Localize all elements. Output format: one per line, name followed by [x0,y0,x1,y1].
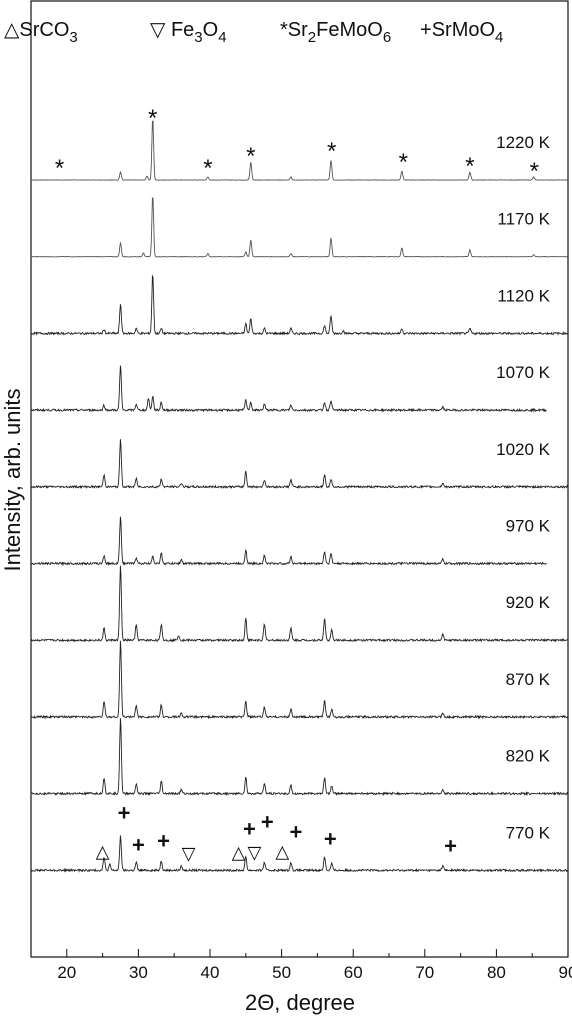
legend-entry: +SrMoO4 [420,19,503,46]
x-tick-label: 70 [415,963,434,982]
series-label: 970 K [506,517,551,536]
sr2femoo6-peak-marker: * [148,105,157,132]
sr2femoo6-peak-marker: * [465,153,474,180]
x-axis-title: 2Θ, degree [245,990,355,1015]
series-trace-1020k [30,439,569,490]
series-trace-870k [30,640,569,720]
srco3-peak-marker: △ [275,841,289,861]
srmoo4-peak-marker: + [289,819,302,844]
x-tick-label: 90 [559,963,572,982]
series-trace-970k [30,516,547,567]
phase-markers: *** * * * * *++ + + + + + +△ ▽ △ ▽ △ [55,105,539,863]
sr2femoo6-peak-marker: * [327,138,336,165]
legend-entry: △SrCO3 [4,19,78,46]
series-trace-1120k [30,274,568,336]
fe3o4-peak-marker: ▽ [182,843,196,863]
srmoo4-peak-marker: + [444,833,457,858]
series-labels: 1220 K 1170 K 1120 K 1070 K 1020 K 970 K 920 K… [496,133,551,842]
series-trace-1070k [30,365,547,413]
sr2femoo6-peak-marker: * [55,155,64,182]
series-label: 870 K [506,670,551,689]
srmoo4-peak-marker: + [132,832,145,857]
series-trace-920k [30,565,568,643]
legend-entry: *Sr2FeMoO6 [280,19,391,46]
srmoo4-peak-marker: + [324,826,337,851]
series-label: 1120 K [497,286,550,305]
fe3o4-peak-marker: ▽ [247,842,261,862]
srmoo4-peak-marker: + [118,800,131,825]
series-trace-820k [30,718,569,797]
x-tick-label: 60 [344,963,363,982]
series-label: 1070 K [496,363,551,382]
series-label: 1020 K [496,440,551,459]
sr2femoo6-peak-marker: * [530,158,539,185]
plot-frame [30,0,569,958]
series-trace-770k [30,835,568,873]
srmoo4-peak-marker: + [261,809,274,834]
series-trace-1170k [31,197,568,258]
sr2femoo6-peak-marker: * [399,149,408,176]
srco3-peak-marker: △ [96,841,110,861]
sr2femoo6-peak-marker: * [246,143,255,170]
series-label: 920 K [506,593,551,612]
x-tick-label: 40 [201,963,220,982]
sr2femoo6-peak-marker: * [203,155,212,182]
srco3-peak-marker: △ [232,842,246,862]
legend-entry: ▽ Fe3O4 [150,19,227,46]
series-label: 1170 K [497,210,550,229]
y-axis-title: Intensity, arb. units [0,388,25,571]
x-tick-label: 80 [487,963,506,982]
x-tick-label: 50 [272,963,291,982]
traces [30,120,569,873]
x-tick-label: 30 [129,963,148,982]
legend: △SrCO3 ▽ Fe3O4 *Sr2FeMoO6 +SrMoO4 [4,19,503,46]
series-trace-1220k [31,120,568,181]
srmoo4-peak-marker: + [243,816,256,841]
srmoo4-peak-marker: + [157,828,170,853]
x-tick-label: 20 [57,963,76,982]
x-axis: 20 30 40 50 60 70 80 90 [30,949,572,982]
series-label: 820 K [506,747,551,766]
series-label: 770 K [506,823,551,842]
series-label: 1220 K [496,133,551,152]
